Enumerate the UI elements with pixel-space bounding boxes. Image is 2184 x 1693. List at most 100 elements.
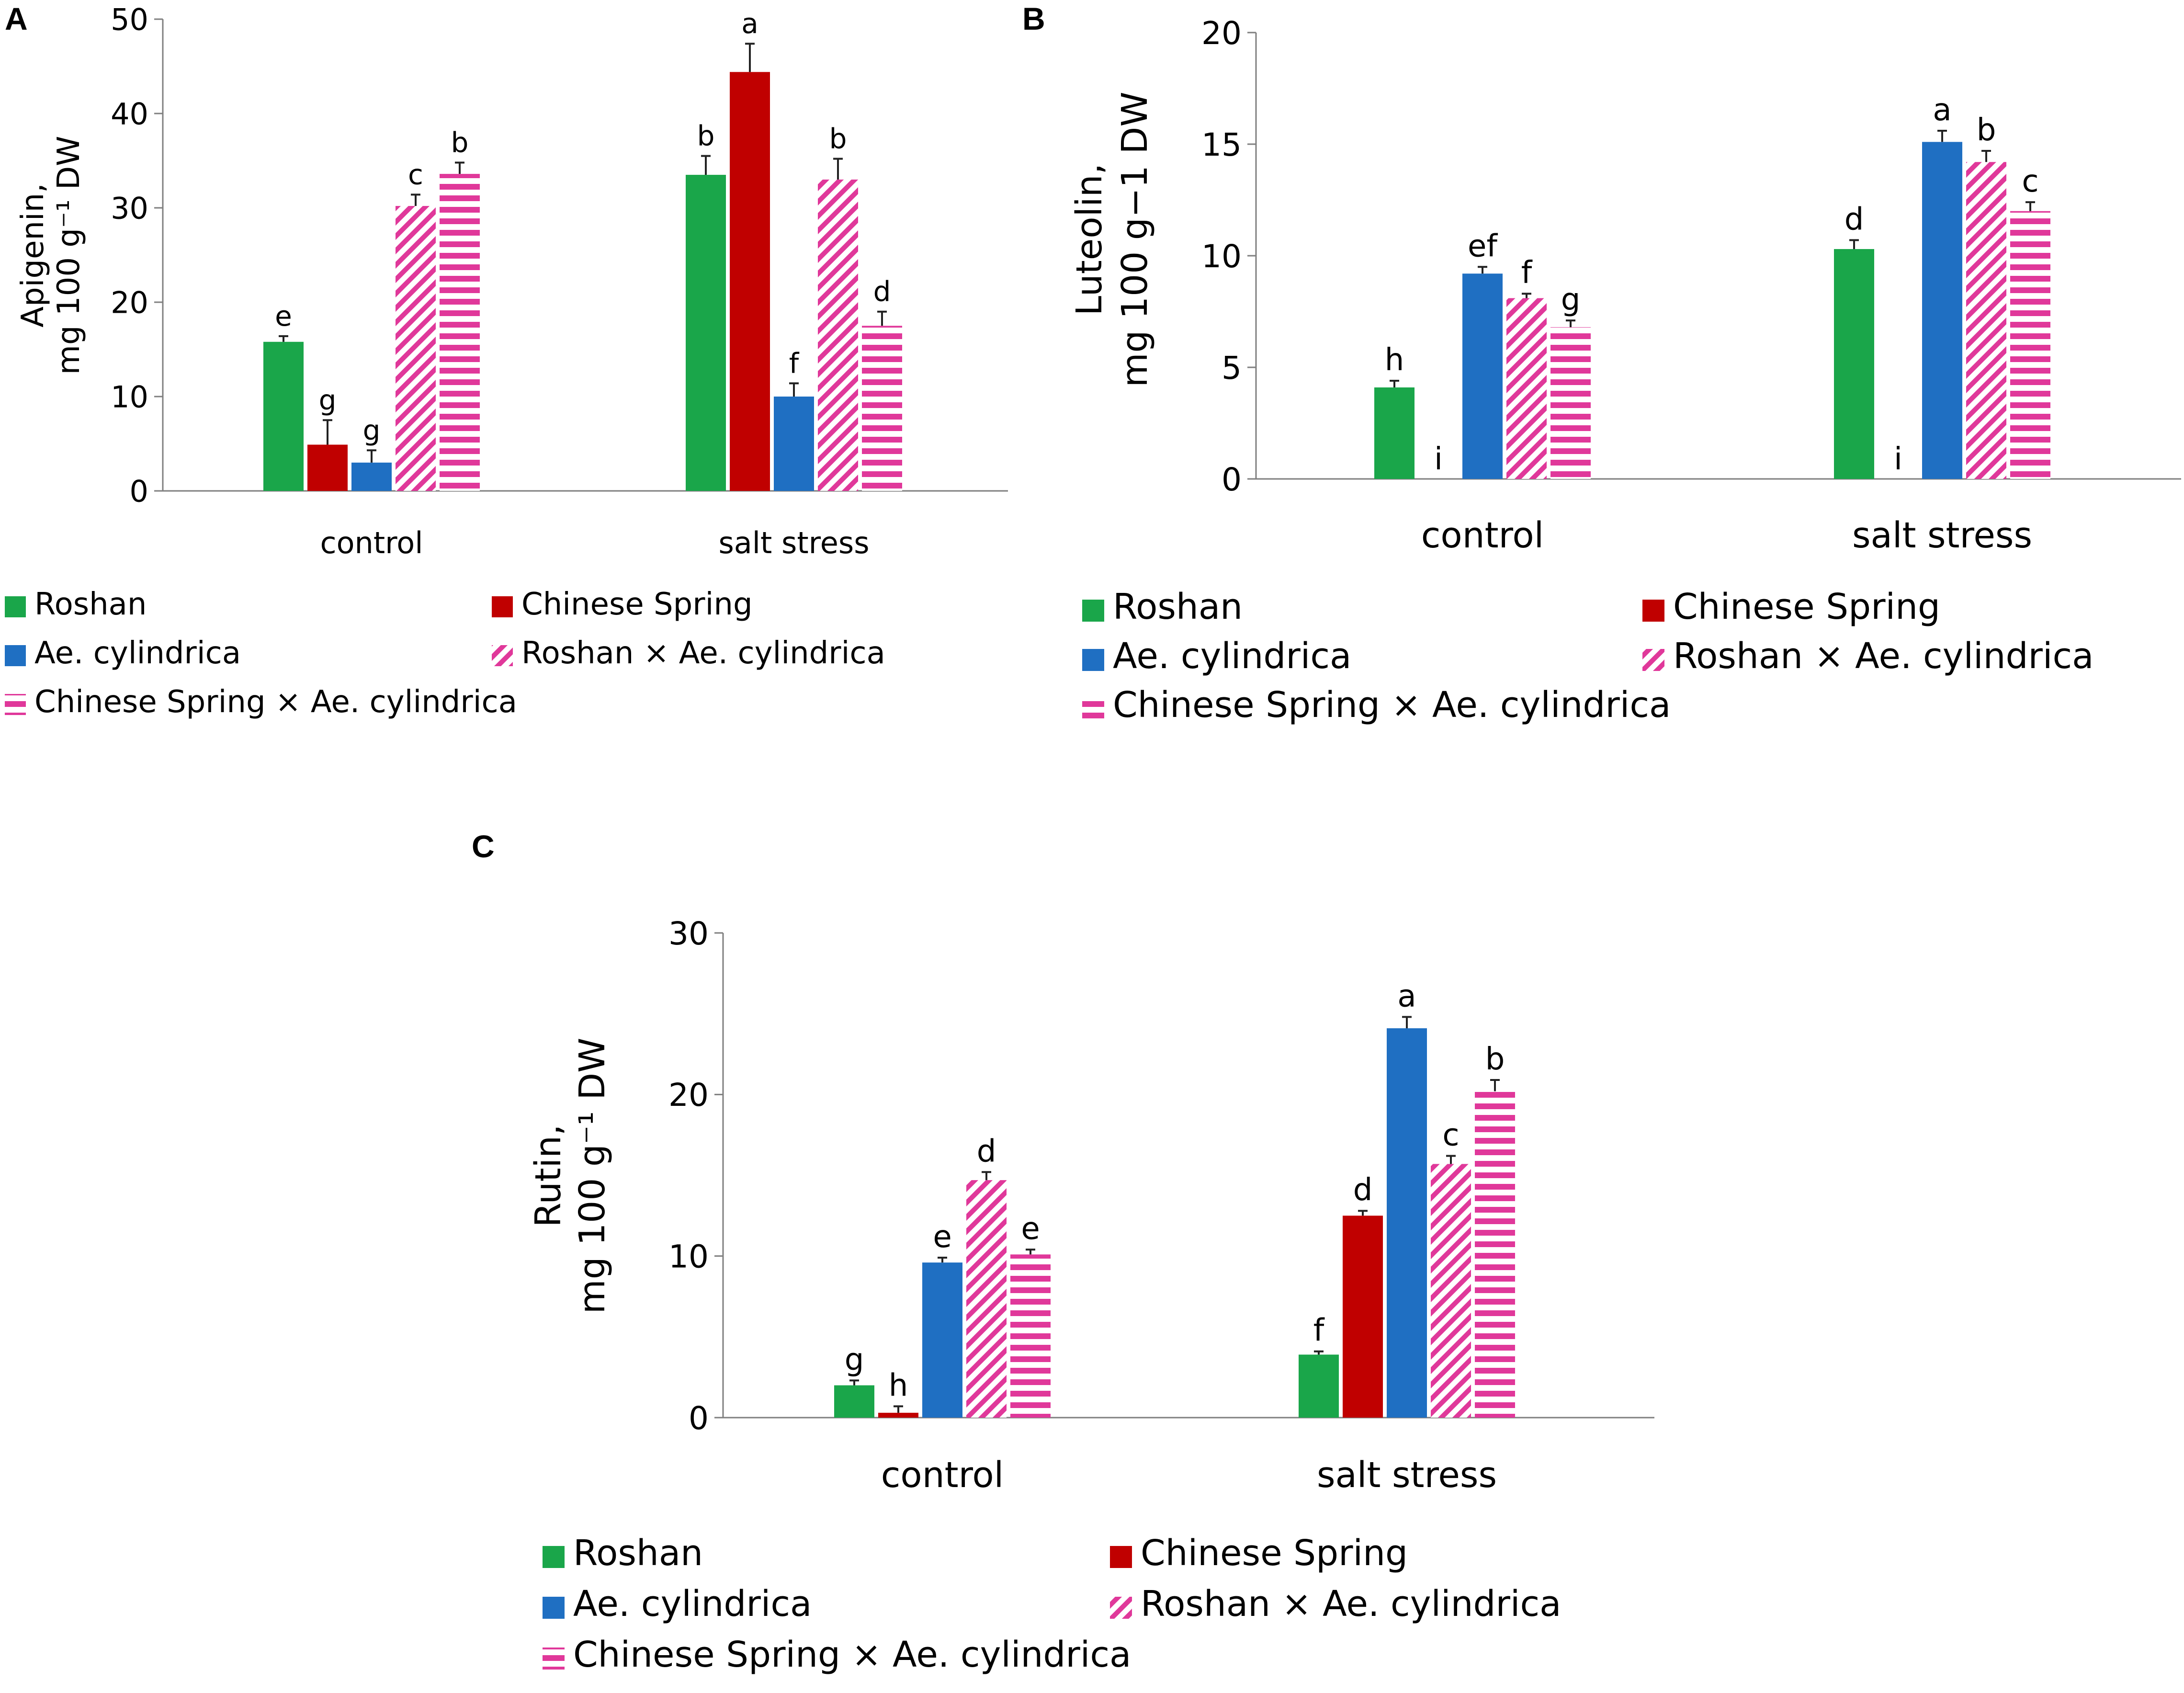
legend: Roshan Chinese Spring Ae. cylindrica Roshan… (5, 587, 885, 720)
bar (1462, 273, 1503, 479)
legend-swatch (492, 645, 513, 666)
legend-item: Ae. cylindrica (1082, 636, 1351, 677)
significance-letter: h (889, 1368, 908, 1403)
bar (307, 444, 348, 491)
y-axis-label-line2: mg 100 g⁻¹ DW (51, 136, 87, 375)
legend-label: Roshan × Ae. cylindrica (1141, 1583, 1562, 1625)
legend-item: Chinese Spring (492, 587, 753, 622)
y-tick-label: 30 (668, 915, 709, 952)
significance-letter: f (789, 347, 800, 379)
significance-letter: a (1933, 92, 1951, 128)
bar (922, 1262, 962, 1418)
bar (396, 206, 436, 491)
legend-item: Roshan (1082, 586, 1243, 627)
legend-swatch (1642, 649, 1664, 671)
significance-letter: c (1442, 1118, 1459, 1153)
legend-item: Roshan (543, 1533, 703, 1574)
legend-label: Chinese Spring × Ae. cylindrica (34, 684, 517, 720)
bar (1010, 1254, 1051, 1418)
legend-item: Roshan × Ae. cylindrica (492, 636, 885, 671)
legend-swatch (1110, 1597, 1132, 1619)
y-axis-label-line1: Rutin, (528, 1125, 569, 1227)
y-axis-label-line1: Apigenin, (15, 183, 51, 327)
bar (1966, 162, 2006, 479)
legend-label: Chinese Spring (1673, 586, 1940, 627)
y-tick-label: 30 (111, 191, 148, 226)
bar (862, 326, 902, 491)
significance-letter: h (1385, 342, 1404, 378)
legend-label: Chinese Spring (1141, 1533, 1408, 1574)
category-label: control (1421, 515, 1544, 556)
y-axis-label-line2: mg 100 g−1 DW (1114, 91, 1155, 387)
legend-item: Roshan × Ae. cylindrica (1642, 636, 2094, 677)
legend-item: Chinese Spring × Ae. cylindrica (5, 684, 517, 720)
legend-swatch (543, 1648, 565, 1670)
bar (1431, 1164, 1471, 1418)
bar (834, 1385, 874, 1418)
significance-letter: e (275, 300, 292, 332)
bar (440, 174, 480, 491)
legend-label: Chinese Spring × Ae. cylindrica (1113, 684, 1671, 726)
significance-letter: c (2022, 164, 2038, 199)
legend-swatch (543, 1597, 565, 1619)
legend-label: Ae. cylindrica (1113, 636, 1351, 677)
legend-swatch (543, 1546, 565, 1568)
legend-swatch (5, 694, 26, 715)
y-axis-label-line1: Luteolin, (1069, 163, 1110, 316)
y-tick-label: 0 (689, 1400, 709, 1437)
legend-swatch (1082, 600, 1104, 622)
legend-swatch (5, 596, 26, 617)
category-label: salt stress (1317, 1454, 1497, 1496)
legend-item: Ae. cylindrica (5, 636, 241, 671)
legend-label: Chinese Spring (521, 587, 753, 622)
significance-letter: a (1397, 978, 1416, 1014)
bar (878, 1412, 918, 1418)
bar (730, 72, 770, 491)
legend-item: Chinese Spring (1642, 586, 1940, 627)
y-tick-label: 50 (111, 2, 148, 37)
bar (1299, 1354, 1339, 1418)
legend-item: Roshan × Ae. cylindrica (1110, 1583, 1562, 1625)
y-axis-label-line2: mg 100 g⁻¹ DW (572, 1038, 613, 1314)
legend-swatch (492, 596, 513, 617)
y-tick-label: 20 (1201, 15, 1242, 52)
significance-letter: b (1485, 1042, 1505, 1077)
legend-swatch (5, 645, 26, 666)
legend-label: Roshan (573, 1533, 703, 1574)
bar (2010, 211, 2050, 479)
legend-label: Ae. cylindrica (34, 636, 241, 671)
significance-letter: d (1845, 202, 1864, 237)
significance-letter: d (977, 1134, 996, 1169)
significance-letter: g (1561, 282, 1581, 318)
category-label: salt stress (718, 525, 869, 560)
bar (818, 179, 858, 491)
legend-label: Chinese Spring × Ae. cylindrica (573, 1634, 1131, 1675)
y-tick-label: 0 (1222, 461, 1242, 498)
bar (263, 341, 304, 491)
bar (686, 175, 726, 491)
category-label: salt stress (1852, 515, 2032, 556)
y-tick-label: 0 (130, 474, 148, 509)
significance-letter: g (319, 384, 337, 416)
significance-letter: i (1894, 442, 1902, 477)
bar (1475, 1091, 1515, 1418)
bar (351, 462, 392, 491)
significance-letter: e (933, 1219, 951, 1255)
legend-item: Chinese Spring × Ae. cylindrica (543, 1634, 1131, 1675)
category-label: control (320, 525, 423, 560)
legend-item: Roshan (5, 587, 147, 622)
y-tick-label: 40 (111, 96, 148, 131)
bar (1343, 1216, 1383, 1418)
y-tick-label: 5 (1222, 350, 1242, 386)
y-tick-label: 10 (1201, 238, 1242, 275)
panel-letter: A (5, 1, 28, 36)
significance-letter: a (741, 7, 758, 40)
bar (1922, 142, 1962, 479)
legend-label: Ae. cylindrica (573, 1583, 812, 1625)
y-tick-label: 20 (668, 1077, 709, 1114)
bar (1387, 1028, 1427, 1418)
y-tick-label: 15 (1201, 126, 1242, 163)
legend-label: Roshan (34, 587, 147, 622)
